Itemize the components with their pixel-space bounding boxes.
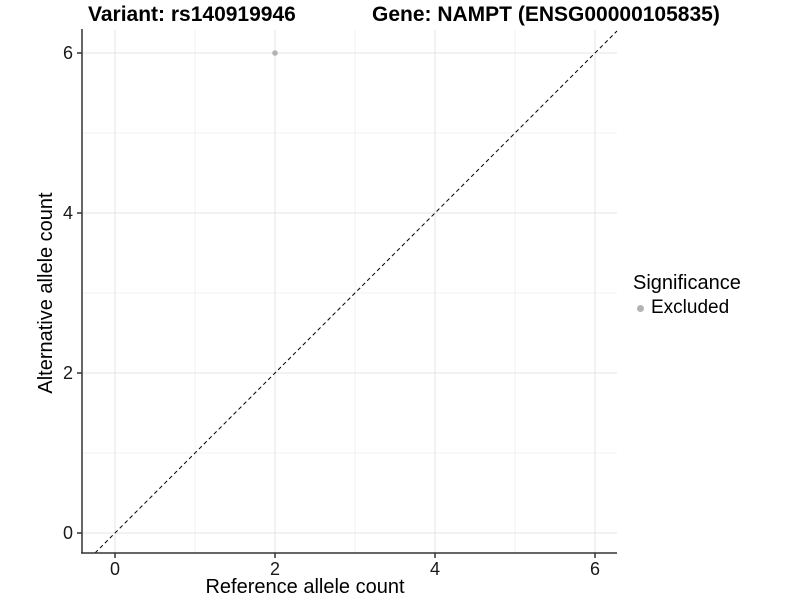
x-tick-label: 2 [270,559,280,579]
y-tick-label: 0 [63,523,73,543]
legend-title: Significance [633,272,741,294]
x-tick-label: 4 [430,559,440,579]
identity-line [94,30,618,554]
legend-item-label: Excluded [651,297,730,318]
y-tick-label: 2 [63,363,73,383]
plot-title-gene: Gene: NAMPT (ENSG00000105835) [372,3,720,26]
legend-item-excluded: Excluded [633,297,741,319]
legend: Significance Excluded [633,271,741,319]
excluded-point-icon [637,304,644,312]
x-tick-label: 0 [110,559,120,579]
x-tick-label: 6 [590,559,600,579]
plot-title-variant: Variant: rs140919946 [88,3,296,26]
y-tick-label: 6 [63,43,73,63]
y-tick-label: 4 [63,203,73,223]
y-axis-title: Alternative allele count [35,192,57,394]
x-axis-title: Reference allele count [205,576,405,598]
data-point [272,50,278,56]
